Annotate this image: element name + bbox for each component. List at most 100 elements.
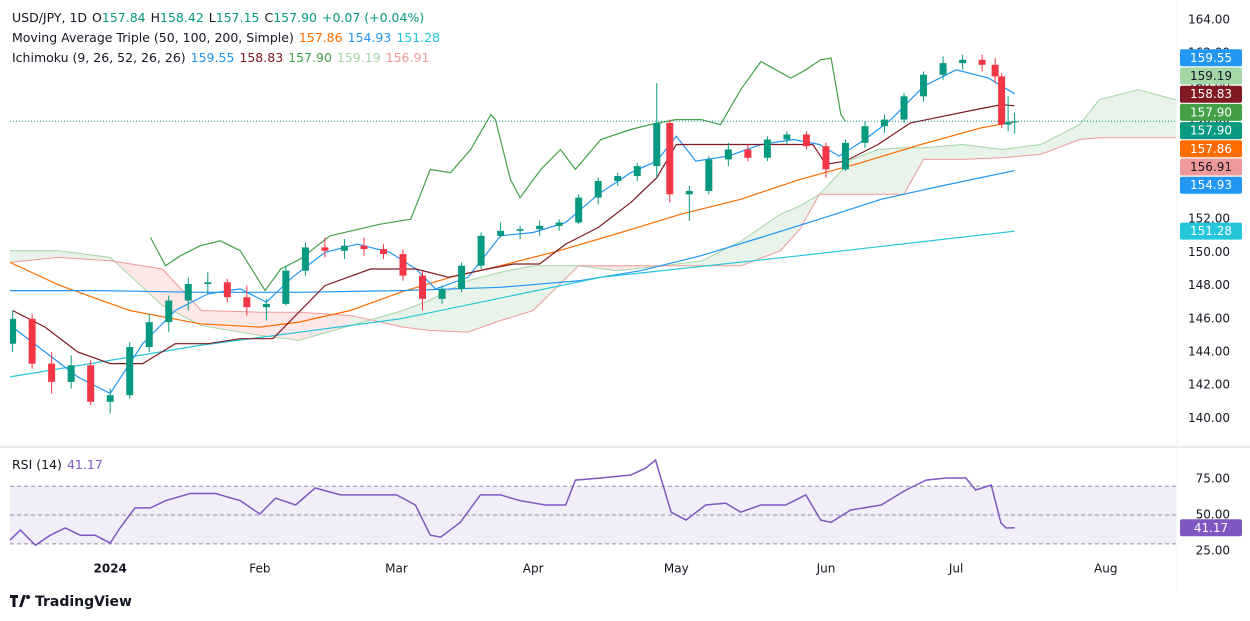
candle-body	[822, 146, 830, 170]
candle-body	[477, 235, 485, 266]
rsi-band	[10, 486, 1176, 544]
candle-body	[243, 297, 251, 308]
price-badge	[1180, 176, 1242, 194]
quote-label: C	[264, 10, 274, 25]
quote-label: L	[208, 10, 216, 25]
y-tick-label: 140.00	[1188, 411, 1230, 425]
rsi-badge-label: 41.17	[1194, 521, 1228, 535]
price-badge	[1180, 103, 1242, 121]
indicator-line	[12, 69, 1015, 395]
candle-body	[379, 249, 387, 255]
candle-body	[399, 254, 407, 276]
quote-value: 158.42	[160, 10, 204, 25]
candle-body	[438, 288, 446, 299]
quote-value: 157.90	[273, 10, 317, 25]
x-tick-label: Aug	[1094, 562, 1117, 576]
candle-body	[301, 247, 309, 271]
y-tick-label: 142.00	[1188, 378, 1230, 392]
candle-body	[204, 282, 212, 284]
x-tick-label: Apr	[523, 562, 544, 576]
x-tick-label: Mar	[385, 562, 408, 576]
price-badge	[1180, 67, 1242, 85]
candle-body	[87, 365, 95, 402]
candle-body	[536, 225, 544, 230]
candle-body	[939, 63, 947, 75]
candle-body	[223, 282, 231, 298]
candle-body	[575, 197, 583, 223]
cloud-segment	[962, 144, 1002, 160]
price-badge-label: 151.28	[1190, 224, 1232, 238]
symbol-header: USD/JPY, 1D O157.84 H158.42 L157.15 C157.90 +…	[12, 10, 429, 25]
candle-body	[165, 300, 173, 323]
indicator-value: 157.86	[298, 30, 343, 45]
rsi-badge	[1180, 519, 1242, 537]
indicator-line	[10, 230, 1015, 378]
y-tick-label: 148.00	[1188, 278, 1230, 292]
price-badge	[1180, 122, 1242, 140]
y-tick-label: 146.00	[1188, 311, 1230, 325]
candle-body	[67, 365, 75, 382]
candle-body	[802, 134, 810, 147]
cloud-segment	[851, 149, 878, 195]
candle-body	[419, 275, 427, 299]
candle-body	[881, 119, 888, 127]
quote-change: +0.07 (+0.04%)	[321, 10, 425, 25]
candle-body	[145, 322, 153, 348]
x-tick-label: 2024	[94, 562, 127, 576]
indicator-line	[10, 121, 1015, 328]
price-badge	[1180, 49, 1242, 67]
candle-body	[861, 126, 869, 143]
candle-body	[516, 229, 524, 231]
indicator-value: 151.28	[396, 30, 441, 45]
price-badge-label: 154.93	[1190, 178, 1232, 192]
candle-body	[126, 347, 134, 396]
cloud-segment	[429, 280, 469, 333]
quote-value: 157.84	[101, 10, 146, 25]
cloud-segment	[58, 250, 111, 261]
x-tick-label: Feb	[249, 562, 270, 576]
candle-body	[1004, 122, 1012, 125]
x-tick-label: Jul	[948, 562, 963, 576]
price-badge-label: 156.91	[1190, 160, 1232, 174]
rsi-line	[9, 458, 1015, 547]
candle-body	[666, 122, 674, 195]
cloud-segment	[201, 310, 260, 336]
indicator-line	[12, 103, 1015, 365]
candle-body	[321, 247, 329, 251]
price-badge	[1180, 85, 1242, 103]
indicator-value: 159.19	[336, 50, 381, 65]
cloud-segment	[1040, 124, 1080, 155]
candle-body	[184, 283, 192, 301]
rsi-header: RSI (14) 41.17	[12, 457, 108, 472]
candle-body	[959, 59, 967, 64]
candle-body	[841, 142, 849, 170]
candle-body	[724, 149, 732, 160]
indicator-value: 158.83	[239, 50, 284, 65]
price-badge-label: 159.55	[1190, 51, 1232, 65]
main-pane	[10, 54, 1176, 414]
rsi-tick-label: 25.00	[1196, 544, 1230, 558]
cloud-segment	[923, 144, 963, 160]
rsi-tick-label: 75.00	[1196, 472, 1230, 486]
candle-body	[10, 318, 17, 344]
cloud-segment	[468, 272, 501, 333]
candle-body	[783, 134, 791, 140]
candle-body	[497, 230, 505, 236]
rsi-tick-label: 50.00	[1196, 508, 1230, 522]
cloud-segment	[1138, 89, 1176, 138]
y-tick-label: 152.00	[1188, 212, 1230, 226]
candle-body	[653, 122, 661, 167]
x-tick-label: May	[664, 562, 689, 576]
candle-body	[763, 139, 771, 158]
candle-body	[685, 190, 693, 195]
watermark: TradingView	[10, 594, 132, 610]
cloud-segment	[904, 147, 924, 195]
symbol-title: USD/JPY, 1D	[12, 10, 88, 25]
y-tick-label: 164.00	[1188, 12, 1230, 26]
quote-label: H	[150, 10, 161, 25]
candle-body	[262, 303, 270, 308]
candle-body	[106, 395, 114, 402]
candle-body	[594, 181, 602, 198]
cloud-segment	[877, 147, 905, 195]
